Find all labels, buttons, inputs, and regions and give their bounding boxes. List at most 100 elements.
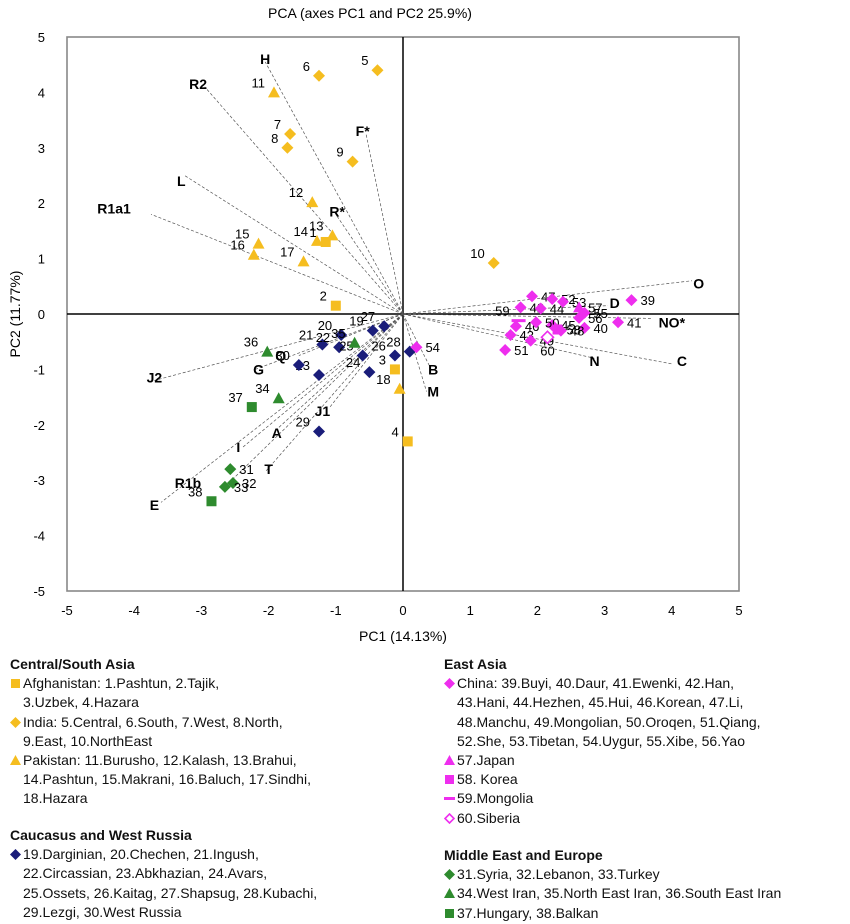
point-label: 48 [570,324,584,339]
legend-item: 19.Darginian, 20.Chechen, 21.Ingush, 22.… [10,845,430,922]
legend-marker-icon [444,812,455,824]
legend-item-text: Afghanistan: 1.Pashtun, 2.Tajik, 3.Uzbek… [23,675,220,711]
marker [366,324,379,337]
vector-line [255,313,404,370]
vector-g: G [253,313,404,377]
point-label: 16 [230,238,244,253]
point-label: 38 [188,484,202,499]
legend-marker-icon [444,888,455,899]
marker [389,364,400,375]
vector-j1: J1 [315,313,404,419]
x-tick-label: 5 [735,603,742,618]
marker [320,236,331,247]
point-label: 60 [540,343,554,358]
point-label: 13 [309,218,323,233]
population-point-14: 14 [294,224,323,246]
population-point-19: 19 [349,314,379,337]
marker [578,321,591,334]
legend-caucasus: Caucasus and West Russia 19.Darginian, 2… [10,826,430,922]
x-tick-label: -5 [61,603,73,618]
population-point-20: 20 [318,318,348,342]
vector-label: M [427,384,439,400]
vector-label: A [272,425,282,441]
point-label: 3 [379,352,386,367]
population-point-27: 27 [361,309,391,333]
point-label: 54 [425,340,439,355]
point-label: 51 [514,343,528,358]
point-label: 55 [593,306,607,321]
population-point-41: 41 [612,315,642,330]
marker [306,196,319,208]
legend-item-text: 31.Syria, 32.Lebanon, 33.Turkey [457,866,660,883]
legend-item: Pakistan: 11.Burusho, 12.Kalash, 13.Brah… [10,751,430,809]
legend-item: 59.Mongolia [444,789,844,808]
population-point-31: 31 [224,462,254,477]
marker [552,324,563,335]
point-label: 30 [275,348,289,363]
marker [330,300,341,311]
vector-j2: J2 [147,313,404,386]
point-label: 28 [386,335,400,350]
marker [246,402,257,413]
legend-title: East Asia [444,656,507,672]
legend-marker-icon [444,755,455,766]
point-label: 5 [361,53,368,68]
marker [625,294,638,307]
marker [292,358,305,371]
vector-a: A [272,313,404,441]
vector-line [402,313,595,359]
legend-item: India: 5.Central, 6.South, 7.West, 8.Nor… [10,713,430,751]
marker [526,290,539,303]
point-label: 20 [318,318,332,333]
population-point-18: 18 [376,372,406,394]
legend-item-text: India: 5.Central, 6.South, 7.West, 8.Nor… [23,713,283,749]
y-tick-label: 1 [38,252,45,267]
vector-line [184,175,404,315]
marker [313,368,325,381]
point-label: 56 [588,311,602,326]
pca-chart: PCA (axes PC1 and PC2 25.9%) -5 -4 -3 -2 -1 0… [7,5,743,644]
legend-marker-icon [445,775,454,785]
population-point-53: 53 [556,295,586,310]
vector-label: L [177,173,186,189]
population-point-29: 29 [296,414,325,438]
marker [410,341,423,354]
point-label: 15 [235,227,249,242]
vector-label: G [253,361,264,377]
legend-marker-icon [10,716,21,728]
x-tick-label: -3 [196,603,208,618]
vector-line [402,313,652,319]
marker [393,382,406,394]
legend-item: 31.Syria, 32.Lebanon, 33.Turkey [444,865,844,884]
vector-label: F* [356,123,371,139]
marker [509,320,522,333]
point-label: 31 [239,462,253,477]
vector-label: N [589,353,599,369]
marker [556,295,569,308]
vector-h: H [260,51,404,315]
marker [310,234,323,246]
vector-label: H [260,51,270,67]
population-point-58: 58 [552,323,581,338]
population-point-5: 5 [361,53,384,77]
y-tick-label: 2 [38,196,45,211]
point-label: 8 [271,131,278,146]
population-point-8: 8 [271,131,294,154]
x-axis-label: PC1 (14.13%) [359,628,447,644]
population-point-57: 57 [573,300,603,315]
point-label: 59 [495,304,509,319]
vector-n: N [402,313,600,369]
y-tick-label: 0 [38,307,45,322]
marker [534,302,547,315]
population-point-10: 10 [470,246,500,270]
population-point-33: 33 [218,480,248,495]
marker [281,141,294,154]
population-point-26: 26 [371,339,401,362]
point-label: 36 [244,335,258,350]
marker [348,336,361,348]
vector-d: D [402,295,620,315]
marker [573,301,586,313]
vector-m: M [402,313,439,400]
vector-t: T [264,313,404,477]
point-label: 32 [242,476,256,491]
